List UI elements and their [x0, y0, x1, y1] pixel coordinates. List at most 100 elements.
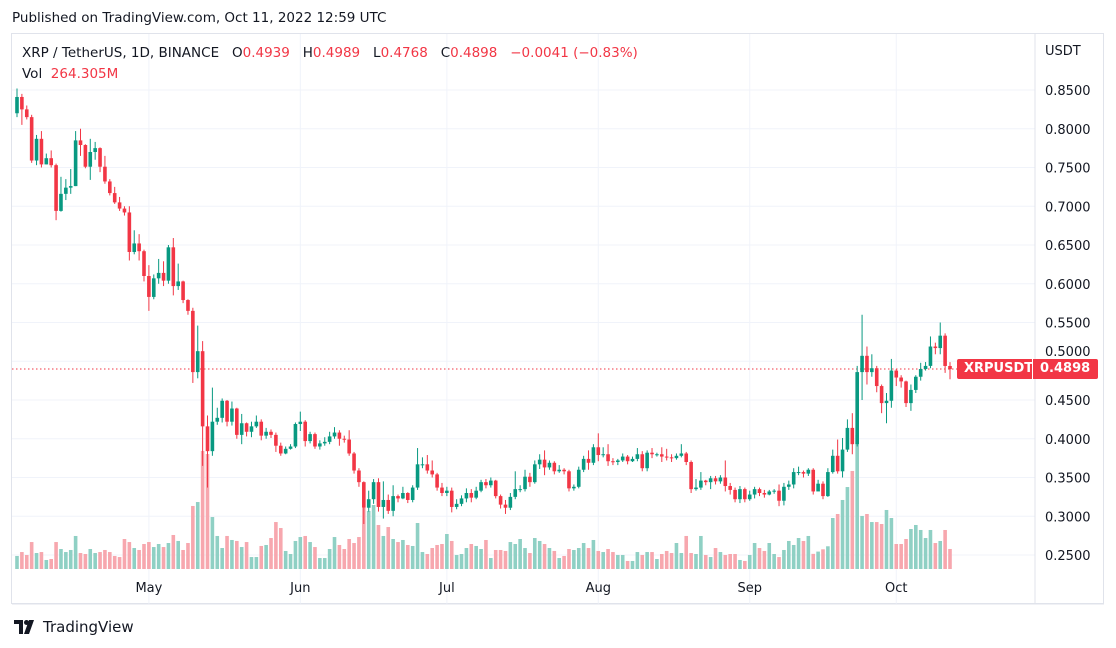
candle-body: [401, 493, 405, 499]
volume-bar: [493, 549, 498, 569]
volume-bar: [195, 502, 200, 569]
volume-bar: [132, 548, 137, 569]
candle: [264, 427, 268, 439]
candle-body: [381, 499, 386, 507]
candle-body: [405, 493, 410, 500]
candle-body: [78, 140, 83, 146]
candle: [733, 487, 737, 503]
candle: [249, 421, 254, 438]
candle: [620, 453, 625, 462]
volume-bar: [112, 555, 117, 569]
volume-bar: [914, 524, 918, 569]
candle-body: [787, 484, 791, 487]
candle-body: [156, 272, 161, 279]
time-tick-label: Sep: [737, 581, 762, 596]
volume-bar: [767, 543, 772, 569]
candle-body: [93, 148, 97, 152]
candle-body: [850, 427, 855, 445]
candle: [782, 482, 786, 506]
volume-bar: [576, 548, 581, 569]
volume-bar: [796, 538, 801, 569]
close-label: C: [440, 45, 451, 61]
candle-body: [264, 431, 268, 436]
candle-body: [923, 365, 928, 369]
volume-bar: [806, 535, 811, 569]
candle: [484, 479, 488, 489]
volume-bar: [484, 539, 488, 569]
candle: [347, 430, 351, 456]
candle: [278, 442, 283, 456]
candle: [176, 263, 180, 290]
volume-bar: [635, 552, 640, 569]
volume-bar: [801, 540, 806, 569]
candle: [718, 475, 723, 484]
candle: [78, 128, 83, 156]
candle-body: [259, 421, 264, 436]
volume-bar: [870, 522, 874, 569]
candle-body: [659, 454, 664, 457]
candle-body: [332, 432, 337, 437]
candle-body: [362, 482, 366, 508]
price-tick-label: 0.4000: [1045, 433, 1091, 448]
candle: [596, 433, 601, 462]
volume-bar: [215, 535, 220, 569]
volume-bar: [142, 544, 146, 569]
tradingview-logo[interactable]: TradingView: [14, 618, 134, 636]
candle-body: [151, 278, 156, 297]
candle: [430, 460, 435, 478]
volume-bar: [899, 544, 903, 569]
candle-body: [528, 476, 532, 483]
candle: [557, 465, 562, 473]
volume-bar: [171, 534, 176, 569]
volume-bar: [269, 538, 273, 569]
symbol-info[interactable]: XRP / TetherUS, 1D, BINANCE: [22, 45, 220, 61]
volume-label: Vol: [22, 66, 43, 82]
volume-bar: [787, 540, 791, 569]
volume-bar: [762, 550, 767, 569]
candle: [904, 380, 908, 407]
candle-body: [29, 117, 34, 161]
candle: [254, 415, 259, 428]
volume-bar: [674, 543, 679, 569]
price-tick-label: 0.2500: [1045, 549, 1091, 564]
price-tick-label: 0.8500: [1045, 84, 1091, 99]
candle-body: [503, 504, 508, 508]
volume-bar: [249, 557, 254, 569]
candle: [362, 481, 366, 524]
candle: [821, 481, 825, 500]
candle-body: [650, 452, 654, 455]
volume-bar: [362, 508, 366, 569]
volume-bar: [923, 538, 928, 569]
candle: [15, 88, 19, 118]
candle-body: [899, 377, 903, 382]
volume-bar: [777, 557, 781, 569]
candle: [586, 450, 591, 470]
volume-bar: [181, 549, 185, 569]
volume-bar: [757, 548, 762, 569]
candle-body: [337, 432, 342, 439]
candle-body: [625, 456, 630, 462]
candle-body: [59, 193, 63, 211]
volume-value: 264.305M: [50, 66, 119, 82]
candle-body: [567, 471, 571, 489]
volume-bar: [381, 535, 386, 569]
candle-body: [322, 441, 327, 444]
candle: [283, 446, 288, 455]
candle-body: [738, 489, 742, 500]
volume-bar: [15, 555, 19, 569]
candle-body: [415, 464, 420, 488]
candle: [576, 466, 581, 489]
candle: [259, 419, 264, 441]
volume-bar: [816, 551, 820, 569]
candle-body: [713, 478, 718, 482]
volume-bar: [308, 542, 312, 569]
volume-bar: [156, 544, 161, 569]
candle-body: [479, 482, 483, 491]
volume-bar: [616, 554, 620, 569]
volume-bar: [122, 539, 127, 569]
candle-body: [376, 482, 381, 507]
volume-bar: [874, 522, 879, 569]
volume-bar: [464, 548, 469, 569]
candle-body: [484, 482, 488, 486]
